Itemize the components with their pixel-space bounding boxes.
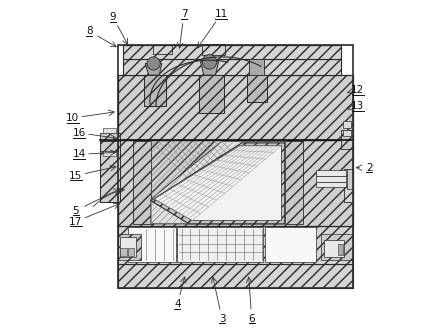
Bar — [321, 234, 353, 260]
Circle shape — [147, 57, 160, 70]
Text: 7: 7 — [181, 9, 187, 19]
Bar — [347, 169, 353, 189]
Text: 15: 15 — [69, 171, 83, 181]
Text: 13: 13 — [351, 102, 364, 112]
Bar — [128, 227, 176, 262]
Bar — [316, 176, 346, 182]
Bar — [99, 141, 118, 151]
Text: 10: 10 — [66, 113, 79, 123]
Bar — [120, 248, 127, 256]
Text: 11: 11 — [215, 9, 228, 19]
Bar — [99, 133, 119, 141]
Text: 9: 9 — [110, 12, 116, 22]
Text: 16: 16 — [72, 128, 86, 138]
Bar — [118, 225, 353, 264]
Text: 5: 5 — [72, 206, 79, 215]
Bar — [103, 151, 116, 156]
Bar — [128, 248, 135, 256]
Bar — [202, 44, 225, 55]
Bar — [249, 58, 264, 75]
Text: 8: 8 — [86, 26, 92, 36]
Bar — [118, 45, 353, 288]
Bar — [325, 240, 345, 257]
Bar — [343, 129, 351, 136]
Bar — [285, 141, 303, 224]
Polygon shape — [201, 62, 219, 75]
Bar — [153, 45, 172, 53]
Bar — [99, 139, 119, 203]
Bar — [343, 122, 351, 128]
Bar — [265, 227, 316, 262]
Circle shape — [202, 54, 217, 69]
Bar — [144, 75, 166, 107]
Bar — [345, 169, 353, 203]
Bar — [247, 75, 267, 102]
Bar — [123, 45, 341, 58]
Bar — [341, 129, 353, 149]
Bar — [119, 237, 136, 257]
Polygon shape — [145, 63, 162, 75]
Bar — [199, 75, 224, 113]
Bar — [118, 75, 353, 139]
Bar — [338, 244, 343, 255]
Polygon shape — [151, 143, 285, 224]
Bar — [133, 141, 151, 224]
Text: 2: 2 — [366, 163, 373, 173]
Text: 3: 3 — [219, 314, 225, 324]
Text: 17: 17 — [69, 216, 83, 226]
Bar — [118, 264, 353, 288]
Polygon shape — [151, 141, 285, 224]
Bar — [123, 58, 341, 75]
Bar — [177, 227, 263, 262]
Bar — [316, 182, 346, 188]
Text: 12: 12 — [351, 85, 364, 95]
Text: 4: 4 — [174, 299, 181, 309]
Polygon shape — [154, 145, 281, 220]
Text: 14: 14 — [72, 149, 86, 159]
Bar — [118, 139, 353, 225]
Bar — [118, 234, 141, 260]
Bar — [103, 128, 116, 133]
Bar — [316, 170, 346, 176]
Text: 6: 6 — [249, 314, 255, 324]
